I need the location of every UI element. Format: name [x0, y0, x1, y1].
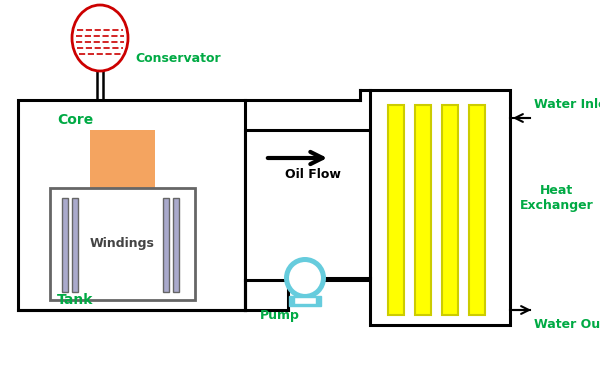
Polygon shape [173, 198, 179, 292]
Text: Core: Core [57, 113, 93, 127]
Text: Heat
Exchanger: Heat Exchanger [520, 184, 594, 212]
Polygon shape [90, 230, 155, 295]
Polygon shape [55, 195, 190, 230]
Text: Tank: Tank [57, 293, 93, 307]
Polygon shape [415, 105, 431, 315]
Bar [289, 296, 321, 306]
Text: Windings: Windings [89, 238, 154, 251]
Polygon shape [442, 105, 458, 315]
Text: Oil Flow: Oil Flow [285, 169, 341, 182]
Polygon shape [388, 105, 404, 315]
Polygon shape [163, 198, 169, 292]
Text: Pump: Pump [260, 308, 300, 322]
Text: Water Outlet: Water Outlet [534, 319, 600, 332]
Text: Water Inlet: Water Inlet [534, 98, 600, 112]
Polygon shape [72, 198, 78, 292]
Polygon shape [18, 100, 245, 310]
Circle shape [284, 257, 326, 299]
Ellipse shape [72, 5, 128, 71]
Circle shape [288, 261, 322, 295]
Polygon shape [469, 105, 485, 315]
Polygon shape [370, 90, 510, 325]
Text: Conservator: Conservator [135, 51, 221, 65]
Polygon shape [90, 130, 155, 195]
Bar [294, 297, 316, 304]
Polygon shape [62, 198, 68, 292]
Polygon shape [245, 130, 370, 280]
Polygon shape [50, 188, 195, 300]
